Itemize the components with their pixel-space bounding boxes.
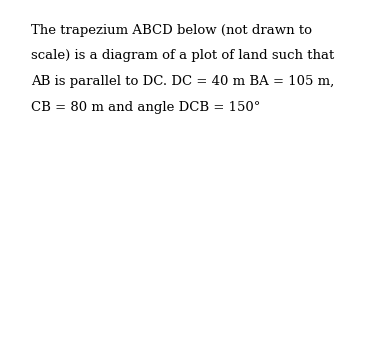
Text: The trapezium ABCD below (not drawn to: The trapezium ABCD below (not drawn to	[31, 24, 312, 37]
Text: AB is parallel to DC. DC = 40 m BA = 105 m,: AB is parallel to DC. DC = 40 m BA = 105…	[31, 75, 334, 88]
Text: CB = 80 m and angle DCB = 150°: CB = 80 m and angle DCB = 150°	[31, 101, 260, 114]
Text: scale) is a diagram of a plot of land such that: scale) is a diagram of a plot of land su…	[31, 49, 334, 62]
